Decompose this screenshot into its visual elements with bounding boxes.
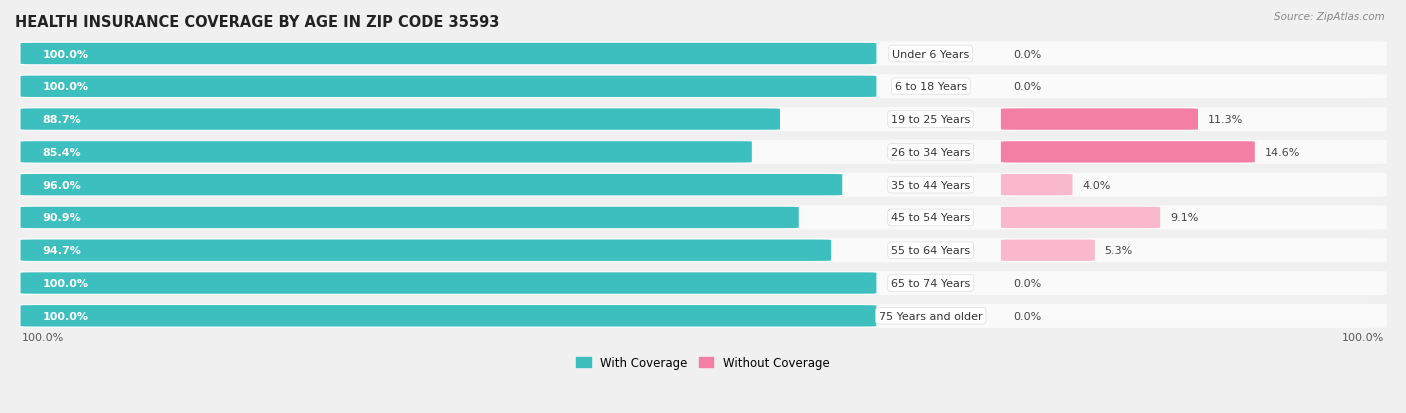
FancyBboxPatch shape — [21, 109, 780, 131]
FancyBboxPatch shape — [1001, 142, 1254, 163]
Text: 26 to 34 Years: 26 to 34 Years — [891, 147, 970, 157]
Text: 9.1%: 9.1% — [1170, 213, 1198, 223]
FancyBboxPatch shape — [21, 273, 876, 294]
Text: 45 to 54 Years: 45 to 54 Years — [891, 213, 970, 223]
Text: 0.0%: 0.0% — [1014, 82, 1042, 92]
Text: 90.9%: 90.9% — [42, 213, 82, 223]
FancyBboxPatch shape — [21, 175, 842, 196]
Text: 100.0%: 100.0% — [42, 311, 89, 321]
FancyBboxPatch shape — [21, 76, 876, 98]
Text: 100.0%: 100.0% — [22, 332, 65, 342]
Text: 85.4%: 85.4% — [42, 147, 82, 157]
Text: 55 to 64 Years: 55 to 64 Years — [891, 246, 970, 256]
Text: 0.0%: 0.0% — [1014, 311, 1042, 321]
FancyBboxPatch shape — [21, 142, 752, 163]
Text: 6 to 18 Years: 6 to 18 Years — [894, 82, 967, 92]
FancyBboxPatch shape — [21, 305, 876, 327]
Text: 5.3%: 5.3% — [1105, 246, 1133, 256]
Text: 100.0%: 100.0% — [42, 82, 89, 92]
Text: 75 Years and older: 75 Years and older — [879, 311, 983, 321]
FancyBboxPatch shape — [20, 304, 1386, 328]
Text: 100.0%: 100.0% — [42, 50, 89, 59]
FancyBboxPatch shape — [20, 206, 1386, 230]
Legend: With Coverage, Without Coverage: With Coverage, Without Coverage — [572, 351, 834, 374]
FancyBboxPatch shape — [20, 173, 1386, 197]
Text: 4.0%: 4.0% — [1083, 180, 1111, 190]
Text: 11.3%: 11.3% — [1208, 115, 1243, 125]
Text: 19 to 25 Years: 19 to 25 Years — [891, 115, 970, 125]
Text: 100.0%: 100.0% — [42, 278, 89, 288]
FancyBboxPatch shape — [20, 140, 1386, 164]
FancyBboxPatch shape — [20, 271, 1386, 295]
Text: 65 to 74 Years: 65 to 74 Years — [891, 278, 970, 288]
FancyBboxPatch shape — [21, 207, 799, 228]
FancyBboxPatch shape — [1001, 175, 1073, 196]
Text: 94.7%: 94.7% — [42, 246, 82, 256]
Text: 0.0%: 0.0% — [1014, 50, 1042, 59]
FancyBboxPatch shape — [1001, 207, 1160, 228]
FancyBboxPatch shape — [1001, 240, 1095, 261]
FancyBboxPatch shape — [1001, 109, 1198, 131]
Text: 14.6%: 14.6% — [1264, 147, 1299, 157]
Text: 0.0%: 0.0% — [1014, 278, 1042, 288]
FancyBboxPatch shape — [21, 44, 876, 65]
Text: Under 6 Years: Under 6 Years — [891, 50, 969, 59]
Text: 35 to 44 Years: 35 to 44 Years — [891, 180, 970, 190]
Text: 96.0%: 96.0% — [42, 180, 82, 190]
FancyBboxPatch shape — [20, 239, 1386, 263]
Text: HEALTH INSURANCE COVERAGE BY AGE IN ZIP CODE 35593: HEALTH INSURANCE COVERAGE BY AGE IN ZIP … — [15, 15, 499, 30]
FancyBboxPatch shape — [20, 43, 1386, 66]
Text: Source: ZipAtlas.com: Source: ZipAtlas.com — [1274, 12, 1385, 22]
FancyBboxPatch shape — [21, 240, 831, 261]
FancyBboxPatch shape — [20, 108, 1386, 132]
FancyBboxPatch shape — [20, 75, 1386, 99]
Text: 88.7%: 88.7% — [42, 115, 82, 125]
Text: 100.0%: 100.0% — [1341, 332, 1384, 342]
